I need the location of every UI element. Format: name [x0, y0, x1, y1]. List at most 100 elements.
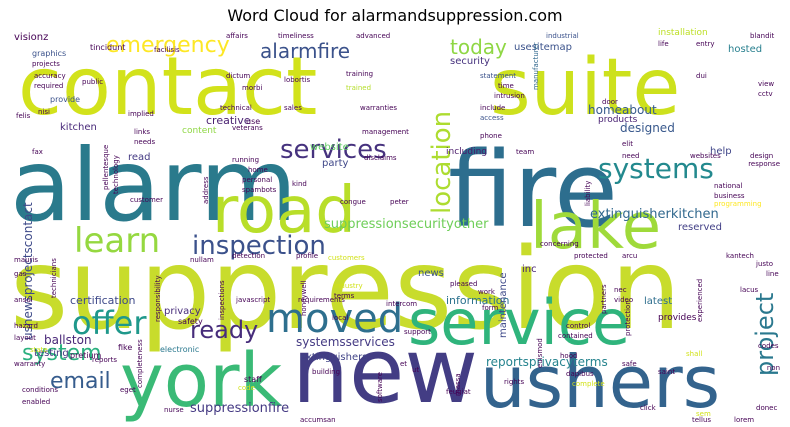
word-personal: personal [242, 176, 272, 184]
word-line: line [766, 270, 779, 278]
word-contained: contained [558, 332, 593, 340]
word-suppressionsecurityother: suppressionsecurityother [324, 217, 489, 232]
word-industry: industry [334, 282, 363, 290]
word-public: public [82, 78, 103, 86]
word-rights: rights [504, 378, 524, 386]
word-needs: needs [134, 138, 155, 146]
word-dictum: dictum [226, 72, 250, 80]
word-nullam: nullam [190, 256, 214, 264]
word-visionz: visionz [14, 32, 48, 43]
word-affairs: affairs [226, 32, 248, 40]
word-statement: statement [480, 72, 516, 80]
word-read: read [128, 152, 151, 163]
word-installation: installation [658, 28, 708, 38]
word-requirements: requirements [298, 296, 345, 304]
word-complete: complete [572, 380, 605, 388]
word-eget: eget [120, 386, 136, 394]
word-reserved: reserved [678, 222, 722, 233]
word-nurse: nurse [164, 406, 184, 414]
word-elit: elit [622, 140, 633, 148]
word-business: business [714, 192, 745, 200]
word-access: access [480, 114, 504, 122]
word-staff: staff [244, 375, 262, 384]
word-website: website [310, 142, 349, 153]
word-reportsprivacyterms: reportsprivacyterms [486, 355, 608, 369]
word-ansul: ansul [14, 296, 33, 304]
word-latest: latest [644, 296, 672, 307]
word-fax: fax [32, 148, 43, 156]
word-extinguisherkitchen: extinguisherkitchen [590, 207, 719, 222]
word-click: click [640, 404, 657, 412]
word-reports: reports [92, 356, 117, 364]
word-ut: ut [412, 366, 419, 374]
word-hosted: hosted [728, 44, 762, 55]
word-spambots: spambots [242, 186, 277, 194]
word-safety: safety [178, 317, 203, 326]
word-code: code [238, 384, 255, 392]
word-usesitemap: usesitemap [514, 42, 572, 53]
word-liability: liability [584, 181, 592, 206]
word-sales: sales [284, 104, 302, 112]
word-systemsservices: systemsservices [296, 335, 395, 349]
word-manufacturer: manufacturer [532, 42, 540, 90]
word-saint: saint [658, 368, 675, 376]
word-provide: provide [50, 95, 80, 104]
word-hazard: hazard [14, 322, 38, 330]
word-customers: customers [328, 254, 365, 262]
word-feugiat: feugiat [446, 388, 471, 396]
word-location: location [427, 111, 457, 214]
word-content: content [182, 126, 217, 136]
word-support: support [404, 328, 431, 336]
word-accumsan: accumsan [300, 416, 336, 424]
word-training: training [346, 70, 373, 78]
word-phone: phone [480, 132, 502, 140]
word-need: need [622, 152, 640, 160]
word-include: include [480, 104, 505, 112]
word-advanced: advanced [356, 32, 390, 40]
word-maintenance: maintenance [498, 272, 509, 338]
word-nisi: nisi [38, 108, 50, 116]
word-security: security [450, 56, 490, 67]
word-cctv: cctv [758, 90, 773, 98]
word-websites: websites [690, 152, 721, 160]
word-completeness: completeness [136, 339, 144, 388]
word-view: view [758, 80, 774, 88]
word-timeliness: timeliness [278, 32, 314, 40]
word-lobortis: lobortis [284, 76, 311, 84]
word-accuracy: accuracy [34, 72, 66, 80]
word-profile: profile [296, 252, 318, 260]
word-alarmfire: alarmfire [260, 39, 350, 63]
word-learn: learn [74, 221, 160, 261]
word-protected: protected [574, 252, 608, 260]
word-national: national [714, 182, 742, 190]
word-time: time [498, 82, 514, 90]
word-email: email [50, 369, 111, 394]
word-projects: projects [32, 60, 60, 68]
word-running: running [232, 156, 259, 164]
word-javascript: javascript [235, 296, 270, 304]
word-state: state [30, 346, 48, 354]
word-local: local [332, 314, 348, 322]
word-work: work [478, 288, 496, 296]
word-justo: justo [755, 260, 773, 268]
word-pellentesque: pellentesque [102, 145, 110, 190]
word-kitchen: kitchen [60, 122, 97, 133]
word-industrial: industrial [546, 32, 579, 40]
word-suppressionfire: suppressionfire [190, 401, 289, 416]
word-certification: certification [70, 294, 136, 307]
word-dui: dui [696, 72, 707, 80]
word-service: service [408, 286, 630, 359]
word-layout: layout [14, 334, 36, 342]
word-euismod: euismod [536, 338, 544, 368]
word-pleased: pleased [450, 280, 477, 288]
word-fike: fike [118, 343, 132, 352]
word-form: form [482, 304, 499, 312]
word-design: design [750, 152, 773, 160]
word-felis: felis [16, 112, 31, 120]
word-inspections: inspections [218, 280, 226, 320]
word-extinguishers: extinguishers [300, 352, 367, 363]
chart-title: Word Cloud for alarmandsuppression.com [0, 6, 790, 25]
word-graphics: graphics [32, 49, 66, 58]
word-warranty: warranty [14, 360, 45, 368]
